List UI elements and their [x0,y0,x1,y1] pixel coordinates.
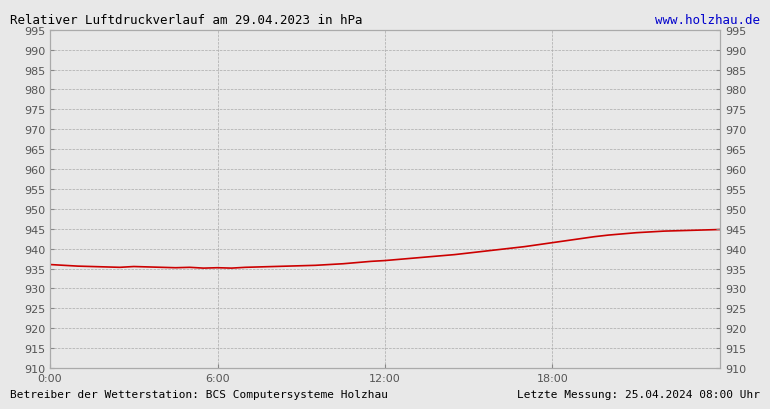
Text: www.holzhau.de: www.holzhau.de [655,14,760,27]
Text: Relativer Luftdruckverlauf am 29.04.2023 in hPa: Relativer Luftdruckverlauf am 29.04.2023… [10,14,363,27]
Text: Betreiber der Wetterstation: BCS Computersysteme Holzhau: Betreiber der Wetterstation: BCS Compute… [10,389,388,399]
Text: Letzte Messung: 25.04.2024 08:00 Uhr: Letzte Messung: 25.04.2024 08:00 Uhr [517,389,760,399]
